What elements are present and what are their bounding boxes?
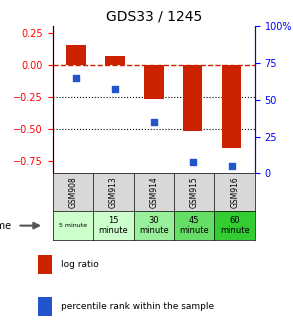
Text: GSM914: GSM914 xyxy=(149,176,158,208)
Point xyxy=(190,159,195,164)
Point xyxy=(74,75,79,80)
Bar xyxy=(222,64,241,148)
Text: GSM915: GSM915 xyxy=(190,176,199,208)
Bar xyxy=(144,64,163,99)
Bar xyxy=(66,45,86,64)
FancyBboxPatch shape xyxy=(38,297,52,316)
Point xyxy=(151,119,156,125)
Text: GSM916: GSM916 xyxy=(230,176,239,208)
Point xyxy=(229,164,234,169)
Text: 15
minute: 15 minute xyxy=(98,216,128,235)
Point xyxy=(113,87,117,92)
Text: log ratio: log ratio xyxy=(61,260,99,269)
Text: percentile rank within the sample: percentile rank within the sample xyxy=(61,302,214,311)
Bar xyxy=(105,56,125,64)
Text: GSM908: GSM908 xyxy=(69,176,77,208)
Text: time: time xyxy=(0,221,12,231)
Bar xyxy=(183,64,202,131)
Text: 60
minute: 60 minute xyxy=(220,216,250,235)
Title: GDS33 / 1245: GDS33 / 1245 xyxy=(106,9,202,24)
Text: 30
minute: 30 minute xyxy=(139,216,169,235)
Text: 5 minute: 5 minute xyxy=(59,223,87,228)
FancyBboxPatch shape xyxy=(38,254,52,274)
Text: 45
minute: 45 minute xyxy=(179,216,209,235)
Text: GSM913: GSM913 xyxy=(109,176,118,208)
